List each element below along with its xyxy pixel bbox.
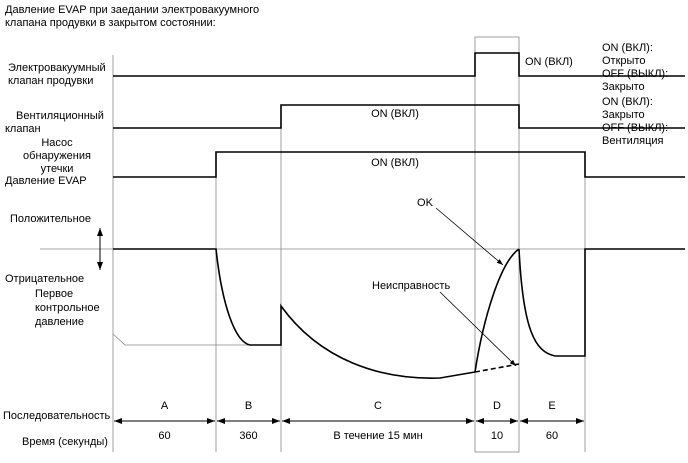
phase-name: B [245, 400, 252, 412]
phase-d-box [474, 36, 520, 453]
pump-signal [113, 151, 685, 178]
fault-label: Неисправность [372, 280, 450, 292]
signal-label: Вентиляционный [16, 110, 104, 122]
legend: ON (ВКЛ): [602, 96, 653, 108]
ok-label: OK [417, 197, 434, 209]
state-label: ON (ВКЛ) [371, 108, 419, 120]
ok-curve [474, 248, 520, 373]
title: Давление EVAP при заедании электровакуум… [5, 4, 259, 16]
ok-leader [435, 207, 504, 266]
negative-label: Отрицательное [5, 273, 84, 285]
phase-time: 360 [239, 430, 257, 442]
phase-name: D [493, 400, 501, 412]
phase-time: 10 [491, 430, 503, 442]
signal-label: клапан [5, 123, 41, 135]
pressure-curve-e [518, 248, 685, 357]
phase-time: В течение 15 мин [333, 430, 422, 442]
reference-label: контрольное [35, 302, 100, 314]
reference-label: Первое [35, 288, 73, 300]
legend: OFF (ВЫКЛ): [602, 68, 668, 80]
time-label: Время (секунды) [22, 436, 108, 448]
phase-time: 60 [546, 430, 558, 442]
reference-label: давление [35, 316, 84, 328]
reference-leader [112, 333, 126, 346]
vent-valve-signal [113, 104, 685, 129]
legend: ON (ВКЛ): [602, 42, 653, 54]
state-label: ON (ВКЛ) [371, 157, 419, 169]
phase-name: C [374, 400, 382, 412]
phase-name: A [161, 400, 169, 412]
phase-time: 60 [158, 430, 170, 442]
signal-label: Насос [41, 137, 73, 149]
legend: Закрыто [602, 81, 645, 93]
phase-name: E [548, 400, 555, 412]
grid [40, 36, 685, 453]
legend: Закрыто [602, 109, 645, 121]
legend: Вентиляция [602, 135, 664, 147]
purge-valve-signal [113, 52, 685, 77]
fault-leader [439, 291, 517, 367]
sequence-label: Последовательность [3, 410, 110, 422]
state-label: ON (ВКЛ) [525, 56, 573, 68]
pressure-label: Давление EVAP [5, 175, 87, 187]
signal-label: Электровакуумный [8, 62, 106, 74]
phases: A 60 B 360 C В течение 15 мин D 10 E 60 [114, 400, 584, 442]
positive-label: Положительное [10, 213, 91, 225]
signal-label: клапан продувки [8, 75, 93, 87]
pressure-curve [113, 248, 476, 379]
fault-curve [474, 363, 520, 373]
legend: OFF (ВЫКЛ): [602, 122, 668, 134]
signal-label: утечки [41, 163, 74, 175]
signal-label: обнаружения [23, 150, 91, 162]
legend: Открыто [602, 55, 645, 67]
title: клапана продувки в закрытом состоянии: [5, 17, 216, 29]
